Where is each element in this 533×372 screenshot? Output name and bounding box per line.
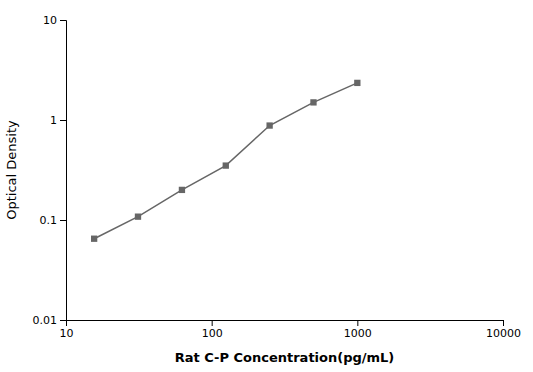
tick: 0.01 [33,314,67,327]
tick-label: 100 [202,327,223,340]
point [223,162,229,168]
tick-mark [60,20,66,21]
tick-label: 10 [60,327,74,340]
axis-line [60,21,67,321]
y-axis-title: Optical Density [4,120,19,220]
tick-label: 10000 [486,327,521,340]
tick: 10000 [486,320,521,340]
x-axis-title: Rat C-P Concentration(pg/mL) [175,350,395,365]
tick-mark [212,320,213,326]
tick-mark [357,320,358,326]
tick-label: 0.1 [40,214,58,227]
marks [91,80,361,242]
point [310,99,316,105]
point [91,236,97,242]
tick-label: 10 [43,14,57,27]
axis-line [67,321,504,327]
chart: 10 100 1000 10000 0.01 0.1 1 10 Rat C-P Concentr… [0,0,533,372]
point [266,122,272,128]
y-axis: 0.01 0.1 1 10 [33,14,67,327]
tick-mark [503,320,504,326]
point [135,213,141,219]
tick: 10 [60,320,74,340]
tick: 10 [43,14,66,27]
tick: 100 [202,320,223,340]
tick: 0.1 [40,214,67,227]
point [354,80,360,86]
tick: 1 [50,114,66,127]
tick-label: 0.01 [33,314,58,327]
tick-label: 1 [50,114,57,127]
tick-mark [60,320,66,321]
tick-mark [60,220,66,221]
tick-label: 1000 [344,327,372,340]
x-axis: 10 100 1000 10000 [60,320,522,340]
tick-mark [60,120,66,121]
point [179,187,185,193]
line [94,83,357,239]
plot-area: 10 100 1000 10000 0.01 0.1 1 10 [33,14,522,340]
tick: 1000 [344,320,372,340]
